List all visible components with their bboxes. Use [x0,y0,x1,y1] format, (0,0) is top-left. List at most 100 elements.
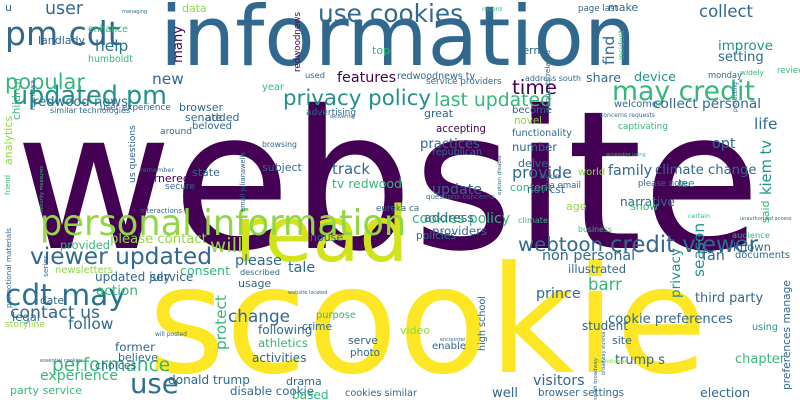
cloud-word: collect personal [653,95,762,112]
cloud-word: policies [416,228,456,242]
cloud-word: date [40,293,64,307]
cloud-word: video [400,323,431,337]
cloud-word: hyun [540,171,560,181]
cloud-word: interactions [140,206,182,216]
cloud-word: accessing using [606,151,646,158]
cloud-word: republican [432,147,482,159]
cloud-word: used [305,69,325,80]
cloud-word: prince [536,286,581,303]
cloud-word: newsletters [55,264,113,276]
cloud-word: year [262,82,284,94]
cloud-word: drama [286,374,322,388]
cloud-word: described [240,266,280,277]
cloud-word: please [235,253,282,270]
cloud-word: business [578,225,612,235]
cloud-word: functionality [512,127,572,139]
cloud-word: climate change [655,163,757,179]
cloud-word: option disable [497,155,503,195]
cloud-word: unauthorized access [740,215,792,222]
cloud-word: show [630,199,659,213]
cloud-word: known [733,240,772,255]
cloud-word: concerns requests [600,111,655,119]
cloud-word: performance [52,354,171,376]
cloud-word: widely [740,68,764,78]
cloud-word: share [586,70,621,86]
cloud-word: added [205,110,240,124]
cloud-word: experience [40,368,119,385]
cloud-word: promotional materials [4,227,13,308]
cloud-word: will [210,234,243,258]
cloud-word: photo [350,347,381,360]
cloud-word: update [432,181,482,198]
cloud-word: data [182,1,207,15]
cloud-word: many [171,25,186,63]
cloud-word: service providers [426,76,502,87]
cloud-word: house [310,230,344,244]
cloud-word: viewer updated [30,242,213,271]
cloud-word: illustrated [568,261,627,276]
cloud-word: subject [262,160,302,174]
cloud-word: address [424,211,474,227]
cloud-word: based [292,388,329,400]
cloud-word: make [608,0,639,14]
cloud-word: contact us [10,303,101,324]
cloud-word: state [192,165,220,179]
cloud-word: series [41,255,50,277]
cloud-word: time [512,76,557,100]
cloud-word: party service [10,383,82,397]
cloud-word: user experience [100,102,171,113]
cloud-word: requests related [543,50,552,110]
cloud-word: tv redwood [332,176,402,192]
cloud-word: protect [212,294,230,350]
cloud-word: legal [12,310,41,325]
cloud-word: activities [252,351,307,366]
cloud-word: disable cookie [230,383,314,398]
cloud-word: children [11,77,23,120]
cloud-word: help [95,37,129,56]
cloud-word: humboldt [88,54,133,66]
cloud-word: landlady [38,33,86,47]
cloud-word: website located [288,289,328,296]
cloud-word: browser [179,100,224,114]
cloud-word: family [608,163,653,180]
cloud-word: popular [5,69,85,94]
cloud-word: redwood news [33,94,129,110]
cloud-word: service [150,270,194,285]
cloud-word: please note [638,179,689,190]
cloud-word: delivering [330,113,355,120]
cloud-word: novel [514,114,542,127]
cloud-word: former [115,340,155,355]
cloud-word: browser settings [538,387,625,400]
cloud-word: using [752,322,778,334]
cloud-word: cookies policy [412,211,510,228]
cloud-word: donald trump [168,373,250,388]
cloud-word: become [512,105,553,116]
cloud-word: student [582,318,628,333]
cloud-word: nov cst [527,183,565,196]
cloud-word: secure [165,182,195,193]
cloud-word: captivating [618,121,668,132]
cloud-word: age [566,199,587,213]
cloud-word: record [482,5,502,13]
cloud-word: top [372,43,391,57]
cloud-word: privacy [668,247,684,298]
cloud-word: use [130,367,179,400]
cloud-word: broadway eureka [601,331,607,375]
cloud-word: u [5,0,12,14]
cloud-word: address south [525,74,581,84]
cloud-word: eureka ca [376,203,420,214]
cloud-word: change [228,306,291,327]
cloud-word: webtoon [518,233,603,257]
cloud-word: candidate [598,359,626,366]
cloud-word: information [160,0,637,86]
cloud-word: managing [122,8,148,15]
cloud-word: believe [118,350,158,364]
cloud-word: welcome [614,99,658,111]
cloud-word: provided [60,238,111,253]
cloud-word: trump s [615,353,665,369]
cloud-word: delve [518,156,549,170]
cloud-word: storyline [5,319,45,331]
cloud-word: collect [699,2,754,22]
cloud-word: review [777,64,800,75]
cloud-word: documents [735,250,790,262]
